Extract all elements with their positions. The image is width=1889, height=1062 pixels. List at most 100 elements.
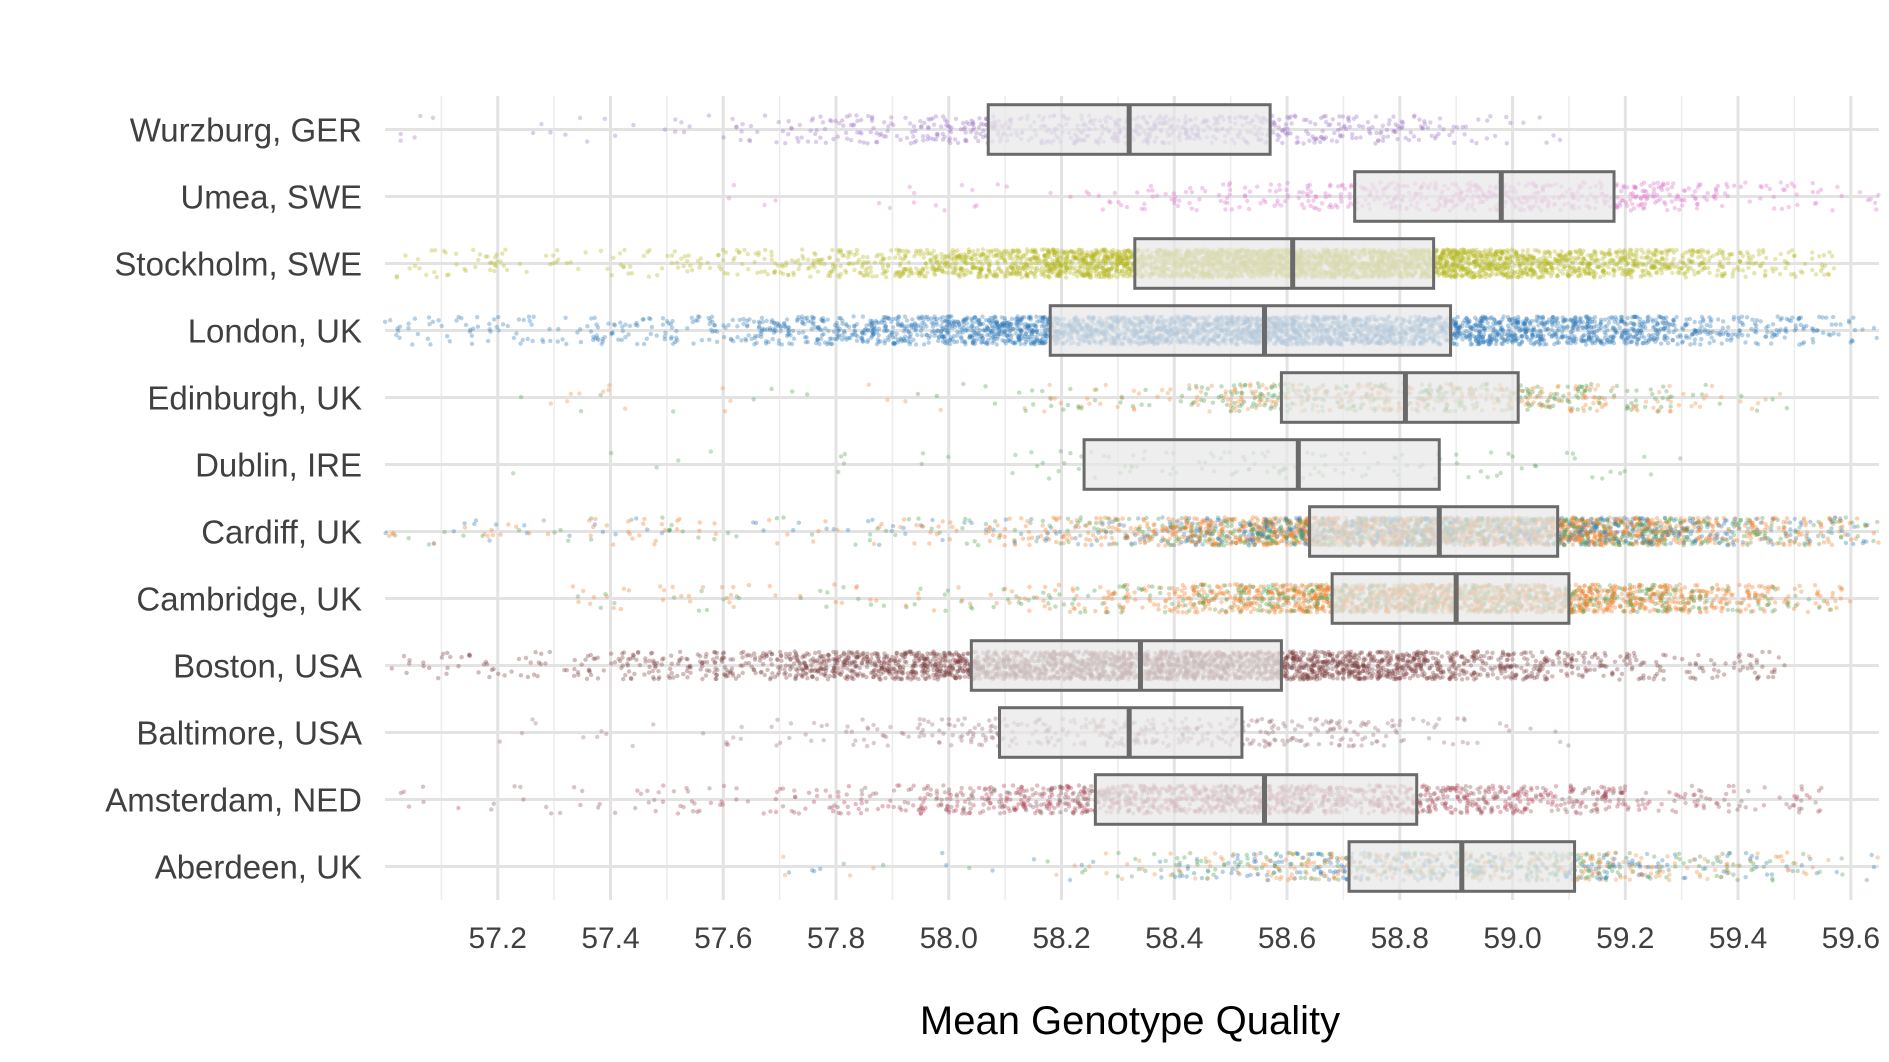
data-point: [645, 250, 650, 255]
data-point: [800, 253, 805, 259]
data-point: [1330, 205, 1335, 210]
data-point: [1503, 265, 1508, 271]
data-point: [1812, 201, 1818, 206]
data-point: [1639, 201, 1644, 207]
data-point: [1335, 205, 1340, 210]
data-point: [1028, 270, 1034, 275]
data-point: [1633, 258, 1638, 264]
data-point: [830, 261, 836, 267]
data-point: [1587, 267, 1593, 272]
data-point: [1644, 196, 1649, 202]
data-point: [1698, 182, 1703, 187]
data-point: [1639, 182, 1644, 187]
data-point: [958, 257, 964, 262]
data-point: [755, 129, 760, 135]
data-point: [1083, 265, 1088, 271]
data-point: [1088, 256, 1094, 261]
data-point: [809, 118, 814, 123]
data-point: [1700, 260, 1706, 265]
data-point: [1642, 194, 1647, 199]
data-point: [874, 140, 880, 145]
data-point: [1731, 267, 1737, 272]
data-point: [1699, 254, 1704, 259]
data-point: [1321, 136, 1326, 141]
data-point: [1321, 114, 1327, 119]
data-point: [1287, 116, 1292, 121]
data-point: [793, 259, 798, 264]
data-point: [1452, 273, 1458, 279]
data-point: [687, 124, 692, 129]
data-point: [1432, 136, 1438, 141]
data-point: [1633, 186, 1638, 191]
data-point: [1121, 262, 1126, 267]
data-point: [1515, 275, 1520, 280]
data-point: [1275, 137, 1280, 143]
data-point: [1672, 264, 1677, 269]
data-point: [1453, 260, 1458, 265]
data-point: [1187, 200, 1192, 206]
data-point: [1308, 203, 1313, 208]
data-point: [995, 259, 1000, 264]
data-point: [874, 274, 879, 279]
data-point: [1659, 183, 1665, 188]
data-point: [1422, 119, 1427, 124]
data-point: [894, 271, 899, 276]
data-point: [946, 138, 952, 143]
data-point: [492, 268, 497, 274]
data-point: [1447, 132, 1452, 138]
data-point: [1621, 185, 1626, 190]
data-point: [1633, 185, 1638, 190]
data-point: [1555, 272, 1560, 278]
data-point: [1650, 193, 1655, 198]
data-point: [679, 256, 684, 261]
data-point: [1615, 195, 1620, 200]
data-point: [1263, 199, 1268, 205]
data-point: [1504, 114, 1509, 120]
data-point: [876, 201, 882, 206]
data-point: [583, 250, 588, 255]
data-point: [1561, 266, 1567, 271]
data-point: [1537, 115, 1542, 120]
data-point: [1702, 195, 1707, 200]
data-point: [876, 252, 881, 257]
data-point: [1633, 195, 1638, 200]
data-point: [1485, 118, 1490, 123]
data-point: [1225, 195, 1230, 201]
data-point: [1366, 126, 1372, 131]
data-point: [740, 122, 745, 127]
data-point: [1326, 123, 1331, 128]
data-point: [1268, 182, 1274, 187]
data-point: [1682, 188, 1688, 193]
data-point: [1301, 117, 1307, 123]
data-point: [1707, 270, 1712, 275]
data-point: [1392, 129, 1397, 134]
data-point: [962, 259, 967, 264]
data-point: [935, 133, 940, 139]
data-point: [1820, 265, 1825, 271]
data-point: [1753, 260, 1759, 265]
data-point: [1630, 263, 1636, 268]
data-point: [841, 123, 846, 128]
data-point: [735, 272, 740, 277]
data-point: [748, 123, 754, 129]
data-point: [1666, 265, 1671, 270]
data-point: [726, 196, 732, 201]
data-point: [1730, 252, 1735, 257]
data-point: [732, 255, 737, 260]
data-point: [740, 261, 745, 267]
data-point: [1695, 202, 1700, 207]
data-point: [1704, 197, 1710, 203]
data-point: [1627, 247, 1633, 252]
data-point: [489, 260, 494, 265]
data-point: [1102, 260, 1108, 265]
data-point: [1357, 123, 1362, 129]
data-point: [1463, 124, 1469, 129]
data-point: [944, 123, 949, 128]
data-point: [932, 271, 937, 276]
data-point: [969, 261, 974, 267]
data-point: [1097, 271, 1102, 277]
data-point: [795, 135, 800, 141]
data-point: [1537, 249, 1542, 255]
data-point: [1326, 204, 1332, 210]
data-point: [1227, 192, 1232, 197]
